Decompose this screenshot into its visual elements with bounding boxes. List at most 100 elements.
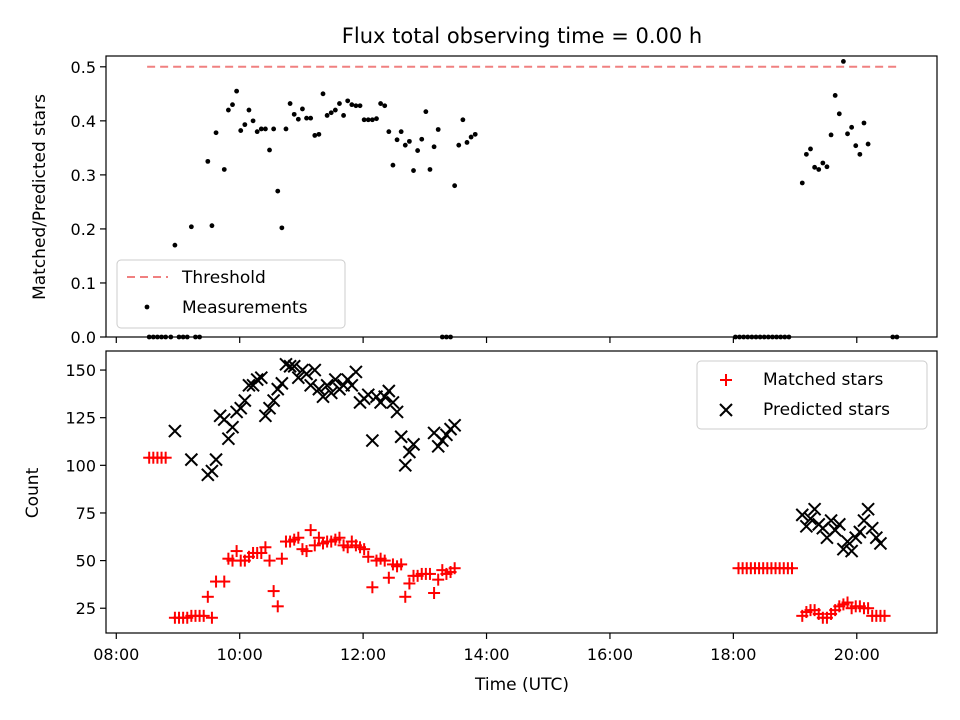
measurement-point bbox=[452, 183, 458, 189]
predicted-star-point bbox=[832, 517, 847, 532]
predicted-star-point bbox=[402, 445, 417, 459]
measurement-point bbox=[250, 118, 256, 124]
x-tick-label: 12:00 bbox=[340, 645, 386, 664]
x-tick-label: 14:00 bbox=[463, 645, 509, 664]
x-marker-b bbox=[324, 386, 338, 400]
matched-star-point bbox=[428, 586, 441, 599]
x-marker-b bbox=[328, 372, 343, 387]
bottom-y-tick-label: 75 bbox=[76, 504, 96, 523]
x-marker-b bbox=[795, 508, 809, 522]
measurement-point bbox=[398, 129, 404, 135]
measurement-point bbox=[312, 133, 318, 138]
predicted-star-point bbox=[262, 401, 277, 415]
x-marker-b bbox=[361, 388, 375, 402]
measurement-point bbox=[328, 110, 334, 116]
measurement-point bbox=[386, 129, 392, 135]
measurement-point bbox=[832, 93, 838, 98]
matched-star-point bbox=[358, 543, 371, 556]
x-marker-b bbox=[168, 424, 182, 438]
x-marker-b bbox=[312, 382, 326, 396]
x-marker-b bbox=[320, 378, 334, 393]
measurement-point bbox=[468, 134, 474, 140]
measurement-point bbox=[464, 140, 470, 145]
x-marker-b bbox=[184, 452, 199, 467]
top-y-tick-label: 0.0 bbox=[71, 328, 96, 347]
top-y-tick-label: 0.4 bbox=[71, 112, 96, 131]
measurement-point bbox=[402, 142, 408, 148]
x-marker-b bbox=[303, 378, 318, 393]
matched-star-point bbox=[382, 571, 395, 584]
measurement-point bbox=[242, 122, 248, 128]
measurement-point bbox=[374, 116, 379, 122]
x-marker-b bbox=[283, 359, 297, 373]
predicted-star-point bbox=[807, 502, 822, 516]
matched-star-point bbox=[362, 550, 375, 563]
measurement-point bbox=[275, 188, 281, 194]
top-panel: Flux total observing time = 0.00 h 0.00.… bbox=[30, 24, 938, 347]
measurement-point bbox=[246, 107, 252, 113]
predicted-star-point bbox=[291, 370, 306, 385]
matched-star-point bbox=[878, 609, 891, 622]
predicted-star-point bbox=[406, 437, 421, 452]
matched-star-point bbox=[205, 611, 218, 624]
measurement-point bbox=[456, 142, 462, 148]
measurement-point bbox=[258, 126, 264, 132]
matched-star-point bbox=[201, 590, 214, 603]
x-marker-b bbox=[279, 357, 293, 372]
measurement-point bbox=[254, 129, 260, 135]
x-marker-b bbox=[832, 517, 847, 532]
predicted-star-point bbox=[378, 390, 392, 404]
x-tick-label: 18:00 bbox=[710, 645, 756, 664]
bottom-y-tick-label: 150 bbox=[65, 361, 96, 380]
legend-matched-marker bbox=[720, 374, 732, 386]
matched-star-point bbox=[271, 600, 284, 613]
x-marker-b bbox=[225, 420, 240, 434]
measurement-point bbox=[295, 116, 301, 122]
legend-predicted-marker bbox=[719, 403, 733, 417]
measurement-point bbox=[841, 59, 846, 64]
x-marker-b bbox=[799, 519, 814, 534]
x-tick-label: 08:00 bbox=[93, 645, 139, 664]
predicted-star-point bbox=[795, 508, 809, 522]
x-marker-b bbox=[275, 376, 289, 391]
x-marker-b bbox=[378, 390, 392, 404]
bottom-legend-box bbox=[696, 360, 928, 430]
bottom-y-axis-label: Count bbox=[23, 467, 43, 518]
matched-star-point bbox=[395, 558, 408, 571]
matched-star-point bbox=[432, 573, 445, 586]
measurement-point bbox=[172, 242, 178, 248]
predicted-star-point bbox=[271, 382, 285, 396]
measurement-point bbox=[263, 126, 268, 132]
x-marker-b bbox=[254, 370, 269, 385]
bottom-plot-area bbox=[143, 357, 891, 624]
predicted-star-point bbox=[234, 401, 248, 415]
matched-star-point bbox=[785, 562, 798, 575]
predicted-star-point bbox=[873, 536, 888, 551]
x-marker-b bbox=[221, 431, 236, 446]
top-y-tick-label: 0.2 bbox=[71, 220, 96, 239]
bottom-x-ticks: 08:00 10:00 12:00 14:00 16:00 18:00 20:00 bbox=[93, 633, 880, 664]
x-marker-b bbox=[447, 418, 462, 433]
measurement-point bbox=[209, 223, 215, 229]
predicted-star-point bbox=[283, 359, 297, 373]
bottom-legend: Matched stars Predicted stars bbox=[696, 360, 928, 430]
measurement-point bbox=[225, 107, 231, 113]
top-legend: Threshold Measurements bbox=[116, 259, 346, 329]
x-tick-label: 10:00 bbox=[217, 645, 263, 664]
matched-star-point bbox=[333, 531, 346, 544]
measurement-point bbox=[287, 101, 293, 106]
measurement-point bbox=[812, 164, 818, 170]
bottom-y-tick-label: 50 bbox=[76, 552, 96, 571]
predicted-star-point bbox=[324, 386, 338, 400]
predicted-star-point bbox=[238, 393, 252, 408]
predicted-star-point bbox=[287, 359, 301, 373]
measurement-point bbox=[320, 91, 326, 97]
predicted-star-point bbox=[373, 395, 388, 410]
predicted-star-point bbox=[345, 378, 359, 393]
measurement-point bbox=[803, 151, 809, 157]
measurement-point bbox=[411, 168, 416, 173]
x-marker-b bbox=[262, 401, 277, 415]
x-marker-b bbox=[205, 464, 219, 478]
x-marker-b bbox=[828, 523, 842, 537]
